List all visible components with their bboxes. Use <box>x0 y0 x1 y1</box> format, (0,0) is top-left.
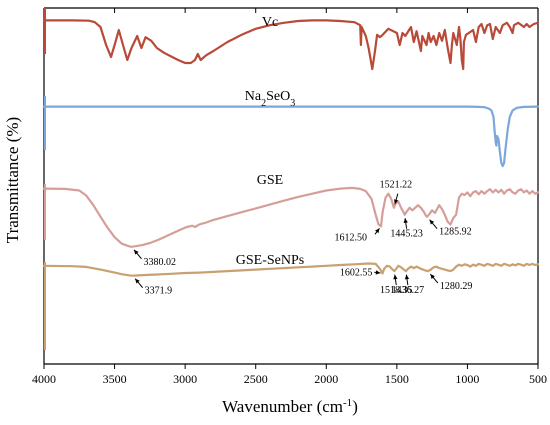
peak-annotation: 1521.22 <box>380 180 413 191</box>
annotations-layer: 3380.02 1612.50 1521.22 1445.23 1285.92 3371.… <box>133 180 473 297</box>
series-layer <box>42 8 540 350</box>
series-label-part: Na <box>245 89 262 104</box>
series-line-0 <box>42 19 540 71</box>
series-label-part: GSE <box>257 173 283 188</box>
peak-annotation: 3380.02 <box>144 257 177 268</box>
annotation-arrowhead <box>375 270 381 275</box>
peak-annotation: 1602.55 <box>340 267 373 278</box>
annotation-arrowhead <box>403 218 408 223</box>
x-tick-label: 2500 <box>244 372 268 386</box>
y-axis-title: Transmittance (%) <box>3 117 22 243</box>
series-label: Vc <box>262 15 278 30</box>
axes: 4000 3500 3000 2500 2000 1500 1000 500 <box>32 7 547 386</box>
annotation-arrowhead <box>394 199 399 205</box>
annotation-arrowhead <box>393 274 398 280</box>
x-tick-label: 4000 <box>32 372 56 386</box>
annotation-arrowhead <box>429 219 435 225</box>
series-label: GSE <box>257 173 283 188</box>
x-tick-label: 3000 <box>173 372 197 386</box>
peak-annotation: 3371.9 <box>145 286 173 297</box>
x-tick-label: 500 <box>529 372 547 386</box>
series-line-1 <box>42 105 540 168</box>
series-line-2 <box>42 186 540 248</box>
peak-annotation: 1445.23 <box>390 229 423 240</box>
series-label-part: 3 <box>290 98 295 109</box>
series-label: Na2SeO3 <box>245 89 295 109</box>
x-tick-label: 1000 <box>455 372 479 386</box>
x-tick-label: 1500 <box>385 372 409 386</box>
series-line-3 <box>42 262 540 277</box>
peak-annotation: 1436.27 <box>392 285 425 296</box>
annotation-arrowhead <box>430 274 435 279</box>
x-axis-title-close: ) <box>352 397 358 416</box>
x-axis-title: Wavenumber (cm-1) <box>222 397 358 416</box>
peak-annotation: 1612.50 <box>334 232 367 243</box>
series-label-part: GSE-SeNPs <box>236 253 304 268</box>
annotation-arrowhead <box>135 278 140 284</box>
x-axis-title-sup: -1 <box>343 397 352 409</box>
x-tick-label: 3500 <box>103 372 127 386</box>
series-label: GSE-SeNPs <box>236 253 304 268</box>
series-label-part: 2 <box>261 98 266 109</box>
peak-annotation: 1518.35 <box>380 285 413 296</box>
peak-annotation: 1285.92 <box>439 227 472 238</box>
peak-annotation: 1280.29 <box>440 281 473 292</box>
annotation-arrowhead <box>404 274 410 280</box>
labels-layer: Vc Na2SeO3 GSE GSE-SeNPs <box>236 15 304 268</box>
annotation-arrowhead <box>134 249 139 255</box>
series-label-part: Vc <box>262 15 278 30</box>
x-axis-title-main: Wavenumber (cm <box>222 397 343 416</box>
x-tick-label: 2000 <box>314 372 338 386</box>
annotation-arrowhead <box>375 228 380 234</box>
series-label-part: SeO <box>266 89 290 104</box>
